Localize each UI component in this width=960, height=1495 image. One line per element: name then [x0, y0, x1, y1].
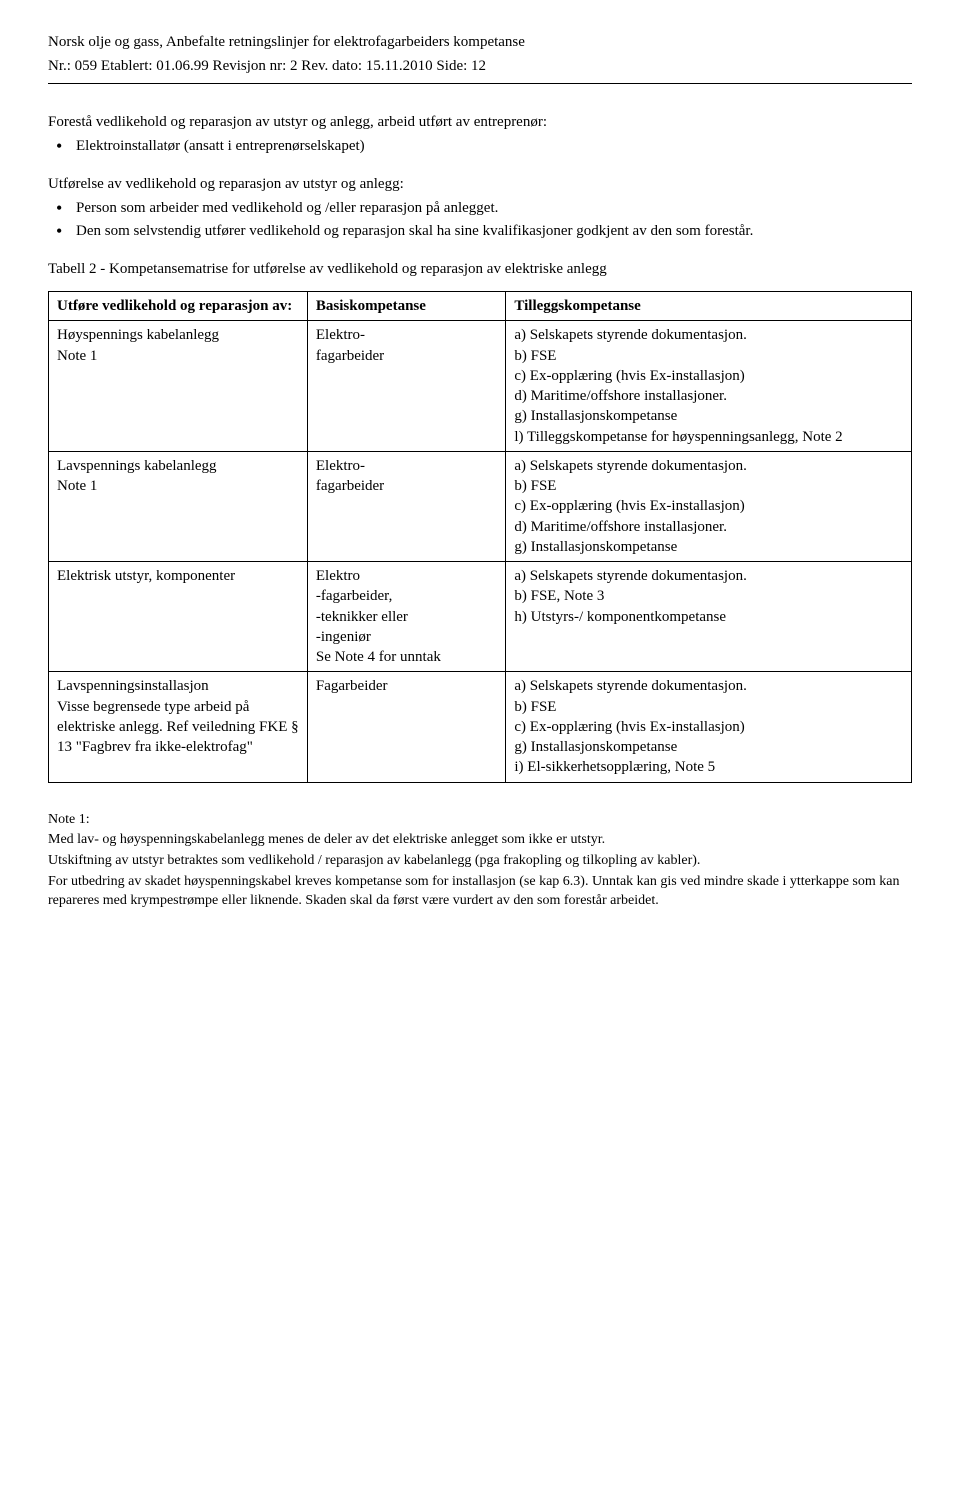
cell-c1: Lavspennings kabelanleggNote 1: [49, 451, 308, 561]
intro-p2: Utførelse av vedlikehold og reparasjon a…: [48, 174, 912, 194]
notes-block: Note 1: Med lav- og høyspenningskabelanl…: [48, 811, 912, 911]
intro-list-1: Elektroinstallatør (ansatt i entreprenør…: [48, 136, 912, 156]
cell-c1: LavspenningsinstallasjonVisse begrensede…: [49, 672, 308, 782]
cell-c3: a) Selskapets styrende dokumentasjon.b) …: [506, 321, 912, 452]
header-divider: [48, 83, 912, 84]
note-title: Note 1:: [48, 811, 912, 830]
competence-table: Utføre vedlikehold og reparasjon av: Bas…: [48, 291, 912, 783]
cell-c2: Fagarbeider: [307, 672, 505, 782]
intro-bullet-2: Person som arbeider med vedlikehold og /…: [48, 198, 912, 218]
cell-c3: a) Selskapets styrende dokumentasjon.b) …: [506, 672, 912, 782]
cell-c1: Elektrisk utstyr, komponenter: [49, 562, 308, 672]
note-line: Med lav- og høyspenningskabelanlegg mene…: [48, 831, 912, 850]
th-col3: Tilleggskompetanse: [506, 292, 912, 321]
cell-c2: Elektro-fagarbeider,-teknikker eller-ing…: [307, 562, 505, 672]
intro-list-2: Person som arbeider med vedlikehold og /…: [48, 198, 912, 241]
doc-header-meta: Nr.: 059 Etablert: 01.06.99 Revisjon nr:…: [48, 56, 912, 76]
intro-bullet-1: Elektroinstallatør (ansatt i entreprenør…: [48, 136, 912, 156]
note-line: Utskiftning av utstyr betraktes som vedl…: [48, 852, 912, 871]
table-header-row: Utføre vedlikehold og reparasjon av: Bas…: [49, 292, 912, 321]
intro-p1: Forestå vedlikehold og reparasjon av uts…: [48, 112, 912, 132]
th-col1: Utføre vedlikehold og reparasjon av:: [49, 292, 308, 321]
cell-c1: Høyspennings kabelanleggNote 1: [49, 321, 308, 452]
cell-c3: a) Selskapets styrende dokumentasjon.b) …: [506, 562, 912, 672]
table-caption: Tabell 2 - Kompetansematrise for utførel…: [48, 259, 912, 279]
cell-c2: Elektro-fagarbeider: [307, 451, 505, 561]
table-row: LavspenningsinstallasjonVisse begrensede…: [49, 672, 912, 782]
th-col2: Basiskompetanse: [307, 292, 505, 321]
table-row: Lavspennings kabelanleggNote 1 Elektro-f…: [49, 451, 912, 561]
table-row: Høyspennings kabelanleggNote 1 Elektro-f…: [49, 321, 912, 452]
table-row: Elektrisk utstyr, komponenter Elektro-fa…: [49, 562, 912, 672]
cell-c2: Elektro-fagarbeider: [307, 321, 505, 452]
doc-header-title: Norsk olje og gass, Anbefalte retningsli…: [48, 32, 912, 52]
intro-bullet-3: Den som selvstendig utfører vedlikehold …: [48, 221, 912, 241]
note-line: For utbedring av skadet høyspenningskabe…: [48, 873, 912, 911]
cell-c3: a) Selskapets styrende dokumentasjon.b) …: [506, 451, 912, 561]
